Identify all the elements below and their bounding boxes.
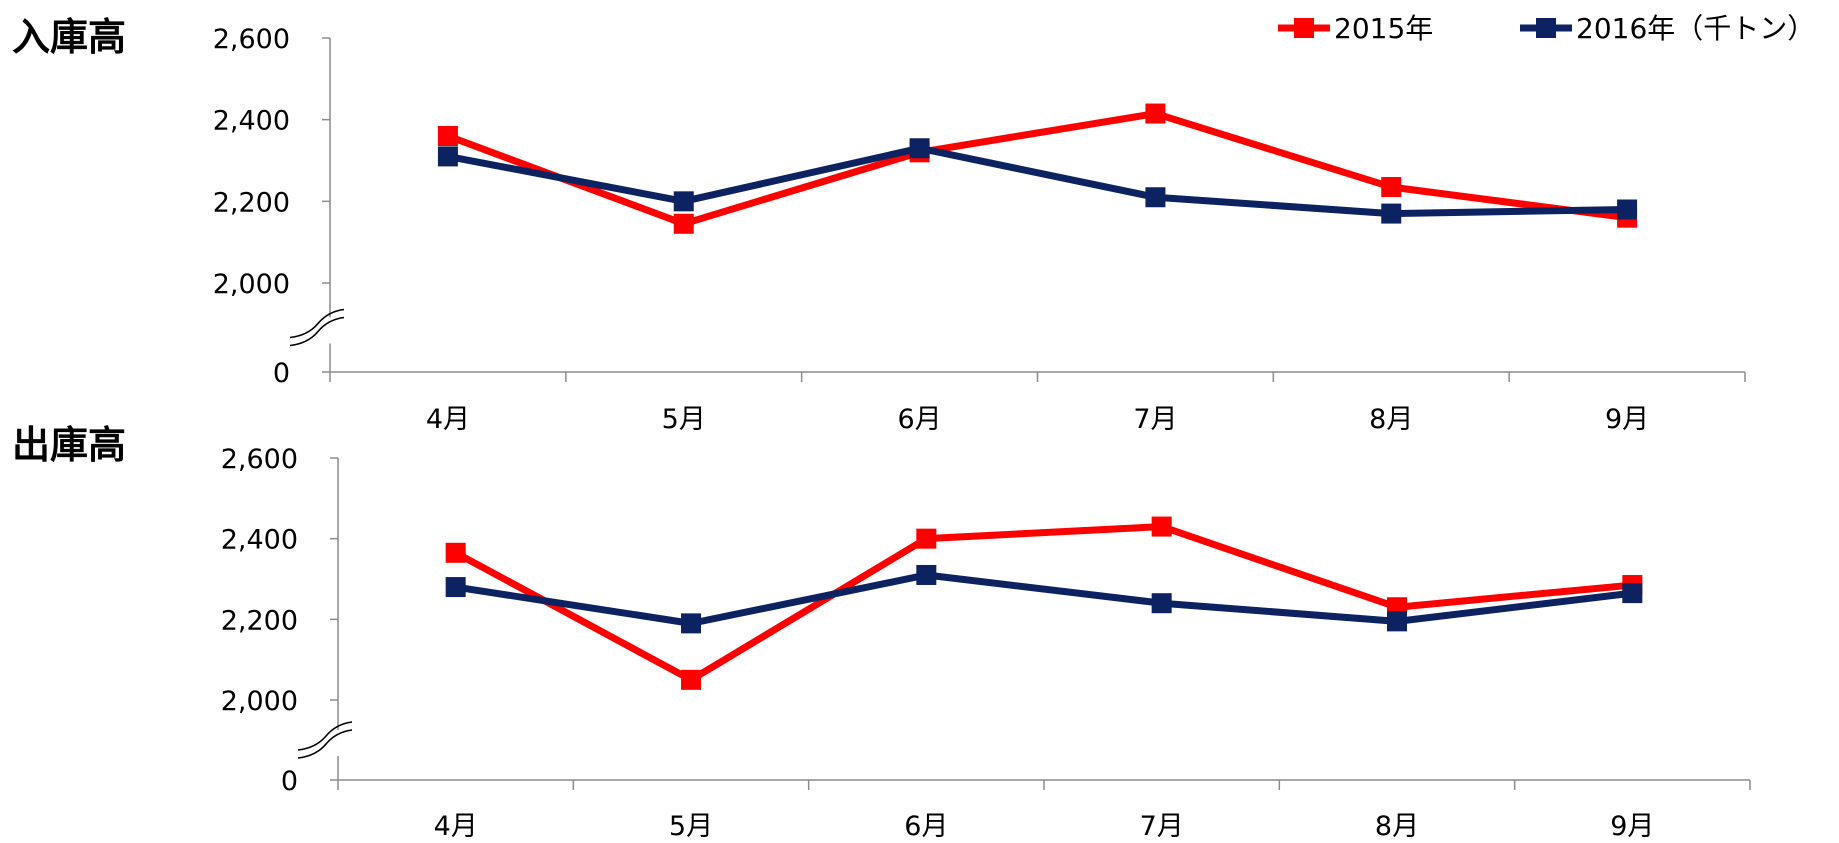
data-point-marker [437, 126, 458, 146]
data-point-marker [1622, 583, 1643, 604]
x-tick-label: 7月 [1133, 404, 1177, 435]
series-line-2015 [452, 523, 1636, 684]
data-point-marker [1617, 199, 1638, 220]
y-tick-label: 2,200 [221, 605, 298, 636]
x-tick-label: 9月 [1610, 811, 1654, 842]
legend-label: 2016年（千トン） [1576, 12, 1815, 45]
data-point-marker [1151, 593, 1172, 614]
chart-title: 入庫高 [12, 15, 126, 59]
axis-break-icon [297, 721, 353, 751]
x-tick-label: 8月 [1375, 811, 1419, 842]
x-tick-label: 6月 [897, 404, 941, 435]
data-point-marker [1381, 203, 1402, 224]
series-line-2016 [444, 144, 1631, 218]
x-tick-label: 5月 [669, 811, 713, 842]
data-point-marker [673, 191, 694, 212]
y-tick-label: 2,400 [221, 525, 298, 556]
data-point-marker [681, 613, 701, 634]
data-point-marker [909, 138, 930, 159]
chart-title: 出庫高 [12, 423, 126, 467]
data-point-marker [1381, 177, 1402, 198]
data-point-marker [445, 577, 466, 598]
axis-break-icon [297, 729, 353, 759]
axis-break-icon [289, 308, 345, 339]
x-tick-label: 4月 [426, 404, 470, 435]
x-tick-label: 8月 [1369, 404, 1413, 435]
x-tick-label: 5月 [662, 404, 706, 435]
data-point-marker [1145, 187, 1166, 208]
series-line-2015 [444, 110, 1631, 228]
y-tick-label: 2,000 [213, 269, 290, 300]
y-tick-label: 2,200 [213, 187, 290, 218]
x-tick-label: 7月 [1140, 811, 1184, 842]
data-point-marker [1151, 516, 1172, 537]
data-point-marker [916, 528, 937, 549]
legend-marker-icon [1536, 18, 1556, 38]
data-point-marker [1387, 611, 1407, 632]
x-tick-label: 4月 [434, 811, 478, 842]
legend-marker-icon [1294, 18, 1314, 38]
data-point-marker [916, 564, 937, 585]
y-tick-label: 2,600 [213, 24, 290, 55]
x-tick-label: 9月 [1605, 404, 1649, 435]
data-point-marker [681, 669, 701, 690]
y-tick-label: 2,400 [213, 106, 290, 137]
data-point-marker [1145, 103, 1166, 124]
data-point-marker [437, 146, 458, 167]
legend-label: 2015年 [1334, 12, 1433, 45]
data-point-marker [673, 213, 694, 234]
data-point-marker [445, 542, 466, 563]
y-tick-label: 0 [281, 766, 298, 797]
y-tick-label: 2,600 [221, 444, 298, 475]
y-tick-label: 2,000 [221, 686, 298, 717]
series-line-2016 [452, 571, 1636, 627]
x-tick-label: 6月 [904, 811, 948, 842]
y-tick-label: 0 [273, 358, 290, 389]
axis-break-icon [289, 316, 345, 347]
